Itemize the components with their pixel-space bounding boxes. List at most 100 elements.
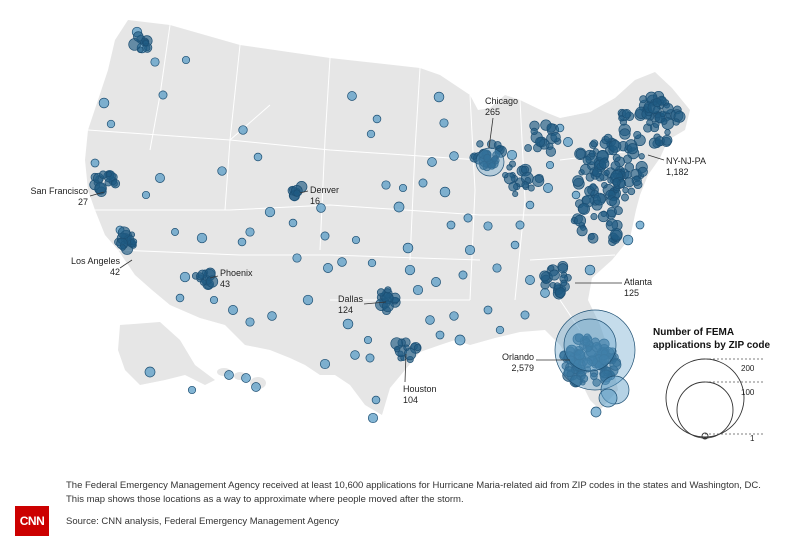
zip-bubble <box>661 134 673 146</box>
zip-bubble <box>638 153 645 160</box>
zip-bubble <box>439 186 451 198</box>
zip-bubble <box>506 149 518 161</box>
zip-bubble <box>363 335 373 345</box>
leader-line <box>363 301 387 305</box>
city-label-ny-nj-pa: NY-NJ-PA 1,182 <box>666 156 706 179</box>
zip-bubble <box>106 119 116 129</box>
zip-bubble <box>593 192 606 206</box>
zip-bubble <box>402 242 414 254</box>
zip-bubble <box>576 225 588 237</box>
zip-bubble <box>476 140 484 148</box>
zip-bubble <box>483 153 492 163</box>
zip-bubble <box>464 244 476 256</box>
zip-bubble <box>563 366 575 378</box>
city-name: San Francisco <box>30 186 88 196</box>
leader-line <box>209 275 219 279</box>
city-name: NY-NJ-PA <box>666 156 707 166</box>
zip-bubble <box>622 234 634 246</box>
zip-bubble <box>119 244 126 251</box>
zip-bubble <box>323 263 333 273</box>
zip-bubble <box>521 181 529 189</box>
legend-circle <box>676 381 734 439</box>
zip-bubble <box>245 227 255 237</box>
city-value: 43 <box>220 279 231 290</box>
zip-bubble <box>598 354 610 365</box>
zip-bubble <box>635 220 645 230</box>
zip-bubble <box>619 128 631 140</box>
city-value: 124 <box>338 305 354 316</box>
zip-bubble <box>142 40 149 47</box>
zip-bubble <box>512 190 519 198</box>
legend-value-1: 1 <box>750 434 755 443</box>
city-value: 104 <box>403 395 419 406</box>
zip-bubble <box>582 357 593 368</box>
city-value: 265 <box>485 107 501 118</box>
city-label-phoenix: Phoenix 43 <box>220 268 253 291</box>
zip-bubble <box>98 170 108 180</box>
zip-bubble <box>608 140 622 153</box>
zip-bubble <box>580 164 591 175</box>
zip-bubble <box>439 118 449 128</box>
city-name: Houston <box>403 384 437 394</box>
zip-bubble <box>94 182 107 195</box>
zip-bubble <box>171 228 179 236</box>
zip-bubble <box>372 114 382 124</box>
zip-bubble <box>515 220 525 230</box>
zip-bubble <box>398 183 408 193</box>
city-name: Atlanta <box>624 277 653 287</box>
cnn-logo: CNN <box>15 506 49 536</box>
zip-bubble <box>320 231 330 241</box>
zip-bubble <box>574 214 587 227</box>
zip-bubble <box>302 294 314 306</box>
zip-bubble <box>237 237 247 247</box>
zip-bubble <box>241 373 251 383</box>
zip-bubble <box>384 286 392 294</box>
zip-bubble <box>621 109 632 119</box>
zip-bubble <box>376 288 386 297</box>
zip-bubble <box>613 206 623 216</box>
zip-bubble <box>133 31 144 42</box>
city-name: Denver <box>310 185 340 195</box>
bubble-chicago <box>475 147 505 177</box>
zip-bubble <box>590 139 599 148</box>
zip-bubble <box>413 344 422 352</box>
zip-bubble <box>130 238 138 246</box>
zip-bubble <box>492 263 502 273</box>
zip-bubble <box>598 158 610 169</box>
city-name: Dallas <box>338 294 364 304</box>
zip-bubble <box>90 158 100 168</box>
zip-bubble <box>292 253 302 263</box>
zip-bubble <box>557 263 569 274</box>
zip-bubble <box>158 90 168 100</box>
zip-bubble <box>491 155 498 163</box>
zip-bubble <box>217 166 227 176</box>
bubble-keys <box>590 406 602 418</box>
zip-bubble <box>590 213 598 221</box>
zip-bubble <box>550 132 561 143</box>
city-name: Chicago <box>485 96 519 106</box>
zip-bubble <box>574 333 584 343</box>
zip-bubble <box>371 395 381 405</box>
zip-bubbles <box>89 26 686 424</box>
zip-bubble <box>381 180 391 190</box>
zip-bubble <box>539 270 551 282</box>
zip-bubble <box>463 213 473 223</box>
zip-bubble <box>637 166 648 177</box>
leader-line <box>647 154 665 161</box>
zip-bubble <box>589 183 597 191</box>
zip-bubble <box>543 183 553 193</box>
zip-bubble <box>618 115 625 122</box>
city-value: 125 <box>624 288 640 299</box>
zip-bubble <box>175 293 185 303</box>
leader-line <box>404 353 407 383</box>
zip-bubble <box>393 346 401 353</box>
zip-bubble <box>540 288 550 298</box>
zip-bubble <box>506 164 513 171</box>
city-value: 16 <box>310 196 321 207</box>
zip-bubble <box>483 221 493 231</box>
zip-bubble <box>488 162 496 170</box>
zip-bubble <box>612 153 621 162</box>
zip-bubble <box>652 120 660 128</box>
zip-bubble <box>575 148 586 159</box>
zip-bubble <box>502 171 509 179</box>
